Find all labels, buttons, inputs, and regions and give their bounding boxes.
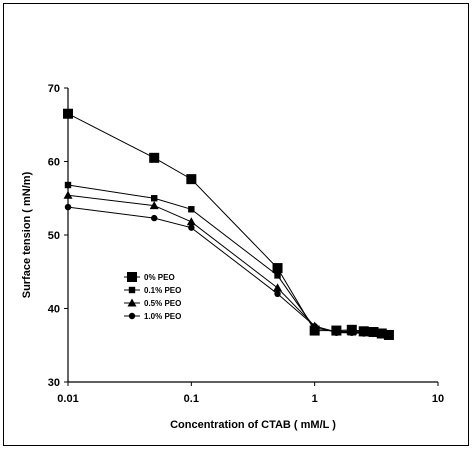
x-tick-label: 0.01 [57, 393, 78, 405]
y-tick-label: 70 [48, 83, 60, 95]
data-point [149, 201, 159, 210]
tick-labels: 30 40 50 60 70 0.01 0.1 1 10 [48, 83, 444, 405]
y-tick-label: 40 [48, 304, 60, 316]
x-tick-label: 0.1 [184, 393, 199, 405]
data-point [272, 263, 283, 274]
axes [64, 87, 439, 386]
data-point [63, 190, 73, 199]
x-tick-label: 1 [312, 393, 318, 405]
series-line [67, 113, 390, 336]
data-point [348, 329, 355, 336]
data-point [274, 272, 281, 279]
data-point [273, 283, 283, 292]
legend-marker [128, 286, 136, 294]
y-axis-title: Surface tension ( mN/m) [21, 171, 33, 298]
data-point [383, 329, 394, 340]
legend: 0% PEO 0.1% PEO 0.5% PEO 1.0% PEO [124, 272, 181, 321]
legend-item: 0% PEO [124, 272, 175, 282]
data-point [333, 329, 340, 336]
legend-label: 0% PEO [144, 273, 175, 282]
legend-marker [127, 298, 137, 307]
series-3 [64, 203, 367, 337]
legend-label: 1.0% PEO [144, 312, 181, 321]
x-tick-label: 10 [432, 393, 444, 405]
data-point [149, 152, 160, 163]
legend-label: 0.5% PEO [144, 299, 181, 308]
data-point [186, 174, 197, 185]
data-point [151, 214, 158, 222]
legend-item: 0.5% PEO [124, 298, 181, 308]
y-tick-label: 50 [48, 230, 60, 242]
legend-item: 0.1% PEO [124, 286, 181, 295]
data-point [63, 108, 73, 119]
series-line [67, 184, 382, 335]
series-layer [63, 108, 394, 340]
surface-tension-chart: 30 40 50 60 70 0.01 0.1 1 10 Concentration of CT… [21, 83, 444, 431]
data-point [186, 217, 196, 226]
series-line [67, 206, 364, 334]
legend-label: 0.1% PEO [144, 286, 181, 295]
series-line [67, 194, 364, 334]
data-point [64, 181, 72, 189]
data-point [360, 330, 367, 337]
x-axis-title: Concentration of CTAB ( mM/L ) [170, 419, 336, 431]
data-point [151, 195, 158, 202]
data-point [188, 224, 195, 231]
y-tick-label: 30 [48, 377, 60, 389]
chart-frame: 30 40 50 60 70 0.01 0.1 1 10 Concentration of CT… [3, 3, 469, 446]
data-point [188, 206, 195, 213]
data-point [311, 322, 318, 330]
series-1 [64, 181, 385, 338]
series-0 [63, 108, 394, 340]
data-point [64, 203, 72, 211]
legend-marker [128, 312, 136, 320]
y-tick-label: 60 [48, 157, 60, 169]
data-point [370, 329, 377, 336]
data-point [274, 290, 281, 297]
legend-marker [127, 272, 137, 282]
legend-item: 1.0% PEO [124, 312, 181, 321]
data-point [378, 331, 385, 338]
